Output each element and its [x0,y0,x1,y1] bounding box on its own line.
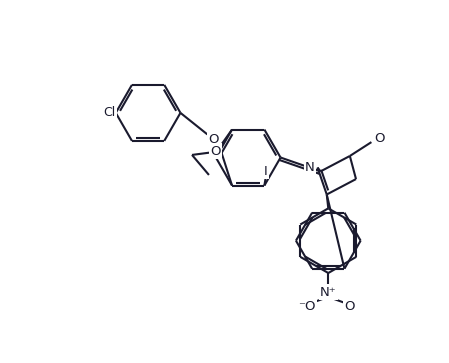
Text: O: O [374,132,384,145]
Text: O: O [344,299,355,313]
Text: O: O [210,144,220,158]
Text: N: N [305,161,315,174]
Text: ⁻O: ⁻O [298,299,316,313]
Text: I: I [264,165,268,178]
Text: N⁺: N⁺ [320,286,337,299]
Text: Cl: Cl [103,106,116,119]
Text: O: O [208,132,219,146]
